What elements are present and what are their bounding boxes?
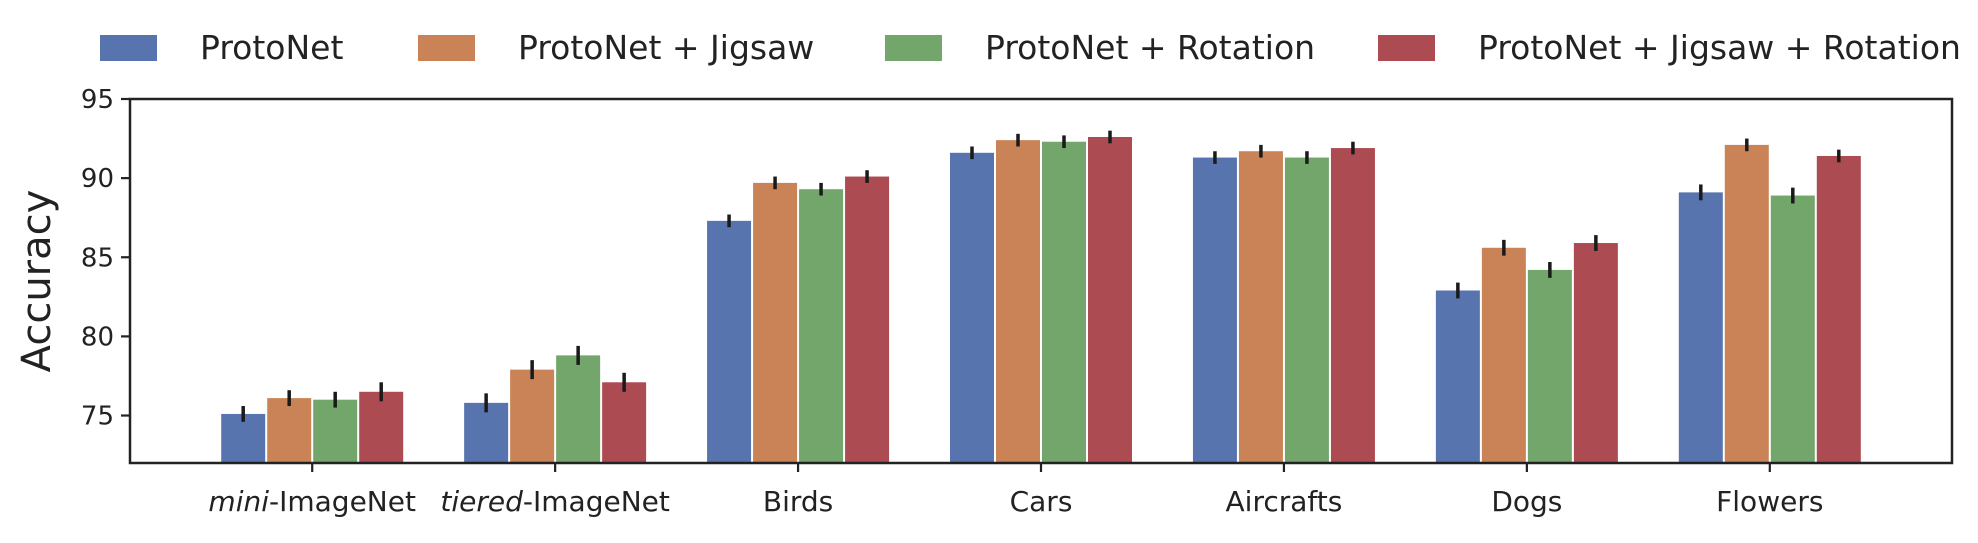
bar [707,220,752,463]
legend-swatch [885,35,942,61]
legend-swatch [100,35,157,61]
bar [510,369,555,463]
legend-label: ProtoNet [200,28,343,67]
x-tick-label: Cars [1010,485,1073,518]
x-tick-label: Dogs [1491,485,1562,518]
x-tick-label: tiered-ImageNet [440,485,669,518]
bars [221,136,1861,464]
bar [313,399,358,463]
bar [556,355,601,463]
plot-frame [128,97,1954,465]
bar [950,152,994,463]
x-tick-label: Aircrafts [1226,485,1343,518]
bar [1724,144,1769,464]
legend: ProtoNet ProtoNet + Jigsaw ProtoNet + Rota… [100,28,1961,67]
x-tick-label: Flowers [1716,485,1823,518]
x-tick-label: mini-ImageNet [208,485,416,518]
legend-label: ProtoNet + Jigsaw [518,28,814,67]
bar [753,182,798,463]
bar [1330,148,1375,464]
bar [1435,290,1480,463]
bar [267,398,312,463]
y-tick-label: 75 [81,402,114,432]
bar [359,391,404,463]
bar [1088,136,1132,463]
x-tick-label: Birds [763,485,833,518]
bar [1238,151,1283,464]
bar [996,140,1040,463]
y-axis-label: Accuracy [14,190,60,373]
error-bars [241,130,1841,422]
bar [221,413,266,463]
legend-swatch [418,35,475,61]
legend-swatch [1378,35,1435,61]
x-axis: mini-ImageNet tiered-ImageNet Birds Cars Air… [208,463,1823,518]
bar [799,189,844,464]
bar [464,402,509,463]
bar [1481,247,1526,463]
bar [1527,269,1572,463]
bar [1678,192,1723,464]
y-tick-label: 95 [81,85,114,115]
y-tick-label: 90 [81,164,114,194]
bar [602,382,647,463]
legend-label: ProtoNet + Jigsaw + Rotation [1478,28,1961,67]
bar [1770,195,1815,463]
bar [1573,243,1618,463]
y-tick-label: 85 [81,243,114,273]
bar [1192,157,1237,463]
bar [845,176,890,463]
bar [1042,141,1086,463]
legend-label: ProtoNet + Rotation [985,28,1315,67]
y-axis: 75 80 85 90 95 [81,85,130,432]
y-tick-label: 80 [81,322,114,352]
bar [1816,155,1861,463]
bar [1284,157,1329,463]
